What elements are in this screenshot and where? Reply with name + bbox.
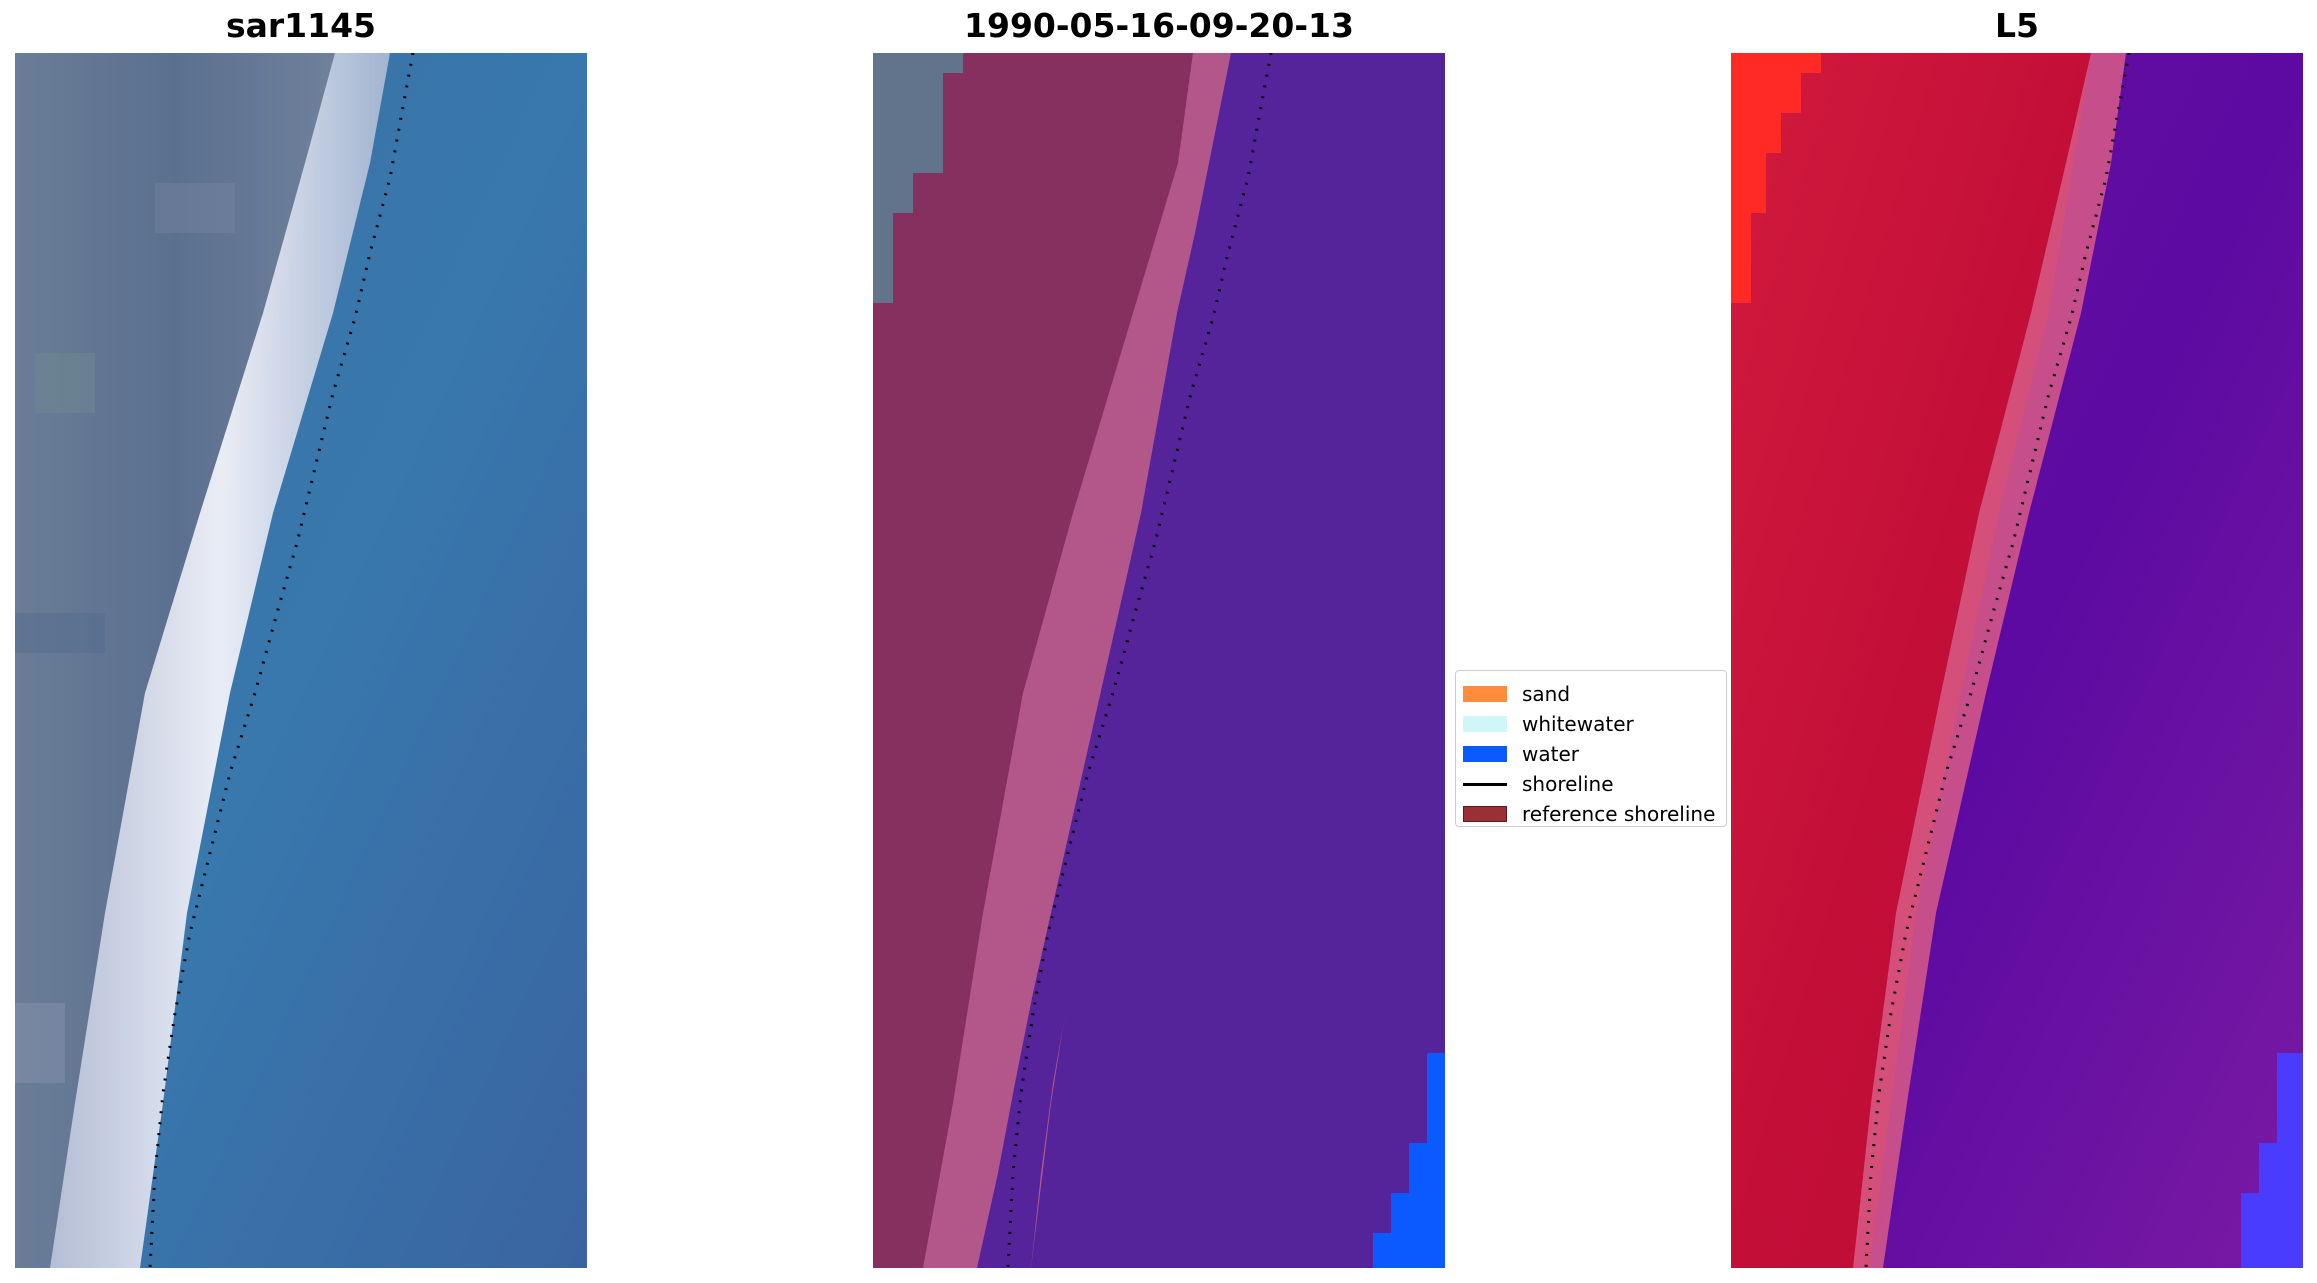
index-panel-title: L5 [1995, 6, 2039, 45]
classification-panel: 1990-05-16-09-20-13 [873, 0, 1445, 1283]
legend-item-shoreline: shoreline [1463, 771, 1614, 797]
legend-label-reference-shoreline: reference shoreline [1522, 802, 1716, 826]
water-swatch [1463, 746, 1507, 762]
rgb-image-panel: sar1145 [15, 0, 587, 1283]
shoreline-line-swatch [1463, 782, 1507, 786]
index-land-area [1731, 53, 2091, 1268]
index-bright-red-patch [1731, 53, 1821, 303]
classification-image [873, 53, 1445, 1268]
rgb-image [15, 53, 587, 1268]
classification-panel-title: 1990-05-16-09-20-13 [964, 6, 1354, 45]
index-image [1731, 53, 2303, 1268]
class-beach-band [923, 53, 1248, 1268]
whitewater-swatch [1463, 716, 1507, 732]
legend-item-sand: sand [1463, 681, 1570, 707]
legend: sand whitewater water shoreline referenc… [1455, 670, 1727, 827]
rgb-panel-title: sar1145 [225, 6, 377, 45]
legend-label-water: water [1522, 742, 1579, 766]
index-beach-band [1853, 53, 2126, 1268]
legend-item-water: water [1463, 741, 1579, 767]
reference-shoreline-swatch [1463, 806, 1507, 822]
sand-swatch [1463, 686, 1507, 702]
class-water-shelf [977, 53, 1268, 1268]
rgb-whitewater-band [50, 53, 390, 1268]
class-water-blue-patch [1373, 1053, 1445, 1268]
legend-label-shoreline: shoreline [1522, 772, 1614, 796]
index-panel: L5 [1731, 0, 2303, 1283]
legend-item-reference-shoreline: reference shoreline [1463, 801, 1715, 827]
legend-item-whitewater: whitewater [1463, 711, 1634, 737]
legend-label-whitewater: whitewater [1522, 712, 1634, 736]
class-grey-patch [873, 53, 963, 303]
index-water-blue-patch [2241, 1053, 2303, 1268]
legend-label-sand: sand [1522, 682, 1571, 706]
